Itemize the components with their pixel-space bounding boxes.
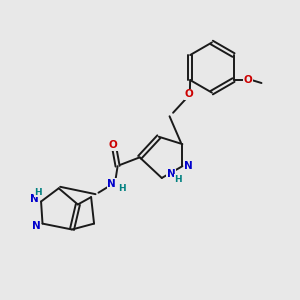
Text: H: H — [34, 188, 42, 196]
Text: H: H — [118, 184, 126, 194]
Text: O: O — [184, 89, 193, 99]
Text: O: O — [243, 75, 252, 85]
Text: N: N — [107, 178, 116, 189]
Text: N: N — [30, 194, 39, 204]
Text: N: N — [167, 169, 176, 179]
Text: H: H — [175, 175, 182, 184]
Text: O: O — [109, 140, 118, 150]
Text: N: N — [32, 221, 40, 231]
Text: N: N — [184, 161, 193, 171]
